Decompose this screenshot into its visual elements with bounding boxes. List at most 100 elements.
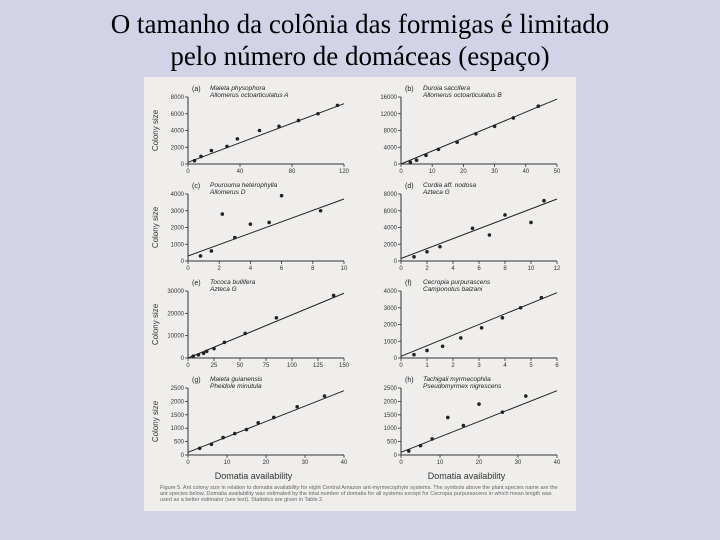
- ant-species: Azteca G: [422, 189, 450, 196]
- scatter-panel: 02000400060008000024681012(d)Cordia aff.…: [363, 180, 570, 275]
- x-axis-label-right: Domatia availability: [363, 471, 570, 481]
- y-axis-label: Colony size: [151, 303, 160, 345]
- svg-text:0: 0: [399, 363, 403, 369]
- svg-text:20: 20: [263, 460, 270, 466]
- svg-text:10: 10: [429, 169, 436, 175]
- svg-text:2500: 2500: [171, 386, 185, 392]
- svg-text:0: 0: [186, 266, 190, 272]
- svg-text:500: 500: [387, 439, 398, 445]
- figure-caption: Figure 5. Ant colony size in relation to…: [150, 481, 570, 505]
- svg-text:0: 0: [181, 453, 185, 459]
- panel-e: 01000020000300000255075100125150(e)Tococ…: [150, 277, 350, 372]
- panel-letter: (h): [405, 377, 414, 384]
- panel-g: 05001000150020002500010203040(g)Maieta g…: [150, 374, 350, 469]
- svg-text:2000: 2000: [384, 322, 398, 328]
- svg-text:20: 20: [476, 460, 483, 466]
- svg-text:1: 1: [425, 363, 429, 369]
- svg-text:6000: 6000: [384, 209, 398, 215]
- svg-text:4: 4: [503, 363, 507, 369]
- svg-text:2000: 2000: [171, 145, 185, 151]
- svg-text:10: 10: [528, 266, 535, 272]
- svg-text:20000: 20000: [167, 311, 184, 317]
- svg-text:1000: 1000: [171, 242, 185, 248]
- figure-container: 0200040006000800004080120(a)Maieta physo…: [144, 77, 576, 511]
- scatter-panel: 05001000150020002500010203040(h)Tachigal…: [363, 374, 570, 469]
- ant-species: Allomerus octoarticulatus A: [209, 92, 289, 99]
- svg-text:8000: 8000: [171, 95, 185, 101]
- panel-b: 040008000120001600001020304050(b)Duroia …: [363, 83, 563, 178]
- svg-text:0: 0: [394, 259, 398, 265]
- svg-text:2: 2: [425, 266, 429, 272]
- svg-text:30: 30: [302, 460, 309, 466]
- scatter-panel: 010002000300040000246810(c)Pourouma hete…: [150, 180, 357, 275]
- svg-text:3000: 3000: [384, 306, 398, 312]
- panel-letter: (e): [192, 280, 201, 287]
- svg-text:0: 0: [186, 363, 190, 369]
- svg-text:0: 0: [186, 460, 190, 466]
- ant-species: Allomerus octoarticulatus B: [422, 92, 502, 99]
- svg-text:50: 50: [237, 363, 244, 369]
- svg-text:8: 8: [503, 266, 507, 272]
- svg-text:100: 100: [287, 363, 298, 369]
- svg-text:4000: 4000: [171, 192, 185, 198]
- svg-text:0: 0: [399, 460, 403, 466]
- svg-text:25: 25: [211, 363, 218, 369]
- panel-letter: (d): [405, 183, 414, 190]
- plant-species: Duroia saccifera: [423, 85, 470, 92]
- svg-text:16000: 16000: [380, 95, 397, 101]
- svg-text:8000: 8000: [384, 192, 398, 198]
- plant-species: Pourouma heterophylla: [210, 182, 278, 189]
- title-line2: pelo número de domáceas (espaço): [170, 41, 549, 71]
- svg-text:0: 0: [399, 266, 403, 272]
- svg-text:1500: 1500: [384, 413, 398, 419]
- svg-text:8: 8: [311, 266, 315, 272]
- svg-text:6000: 6000: [171, 112, 185, 118]
- panel-letter: (b): [405, 86, 414, 93]
- svg-text:2000: 2000: [384, 242, 398, 248]
- svg-text:0: 0: [399, 169, 403, 175]
- svg-text:2000: 2000: [171, 225, 185, 231]
- svg-text:75: 75: [263, 363, 270, 369]
- svg-text:80: 80: [289, 169, 296, 175]
- svg-text:3000: 3000: [171, 209, 185, 215]
- y-axis-label: Colony size: [151, 206, 160, 248]
- plant-species: Tococa bullifera: [210, 279, 256, 286]
- svg-text:12: 12: [554, 266, 561, 272]
- panel-c: 010002000300040000246810(c)Pourouma hete…: [150, 180, 350, 275]
- plant-species: Cecropia purpurascens: [423, 279, 491, 286]
- svg-text:8000: 8000: [384, 128, 398, 134]
- x-axis-label-left: Domatia availability: [150, 471, 357, 481]
- svg-text:1000: 1000: [384, 339, 398, 345]
- svg-text:120: 120: [339, 169, 350, 175]
- ant-species: Allomerus D: [209, 189, 246, 196]
- scatter-panel: 05001000150020002500010203040(g)Maieta g…: [150, 374, 357, 469]
- svg-text:2000: 2000: [384, 399, 398, 405]
- ant-species: Pheidole minutula: [210, 383, 262, 390]
- slide-title: O tamanho da colônia das formigas é limi…: [0, 0, 720, 77]
- svg-text:6: 6: [280, 266, 284, 272]
- svg-text:4000: 4000: [384, 289, 398, 295]
- svg-text:4000: 4000: [384, 145, 398, 151]
- svg-text:6: 6: [477, 266, 481, 272]
- scatter-panel: 01000020000300000255075100125150(e)Tococ…: [150, 277, 357, 372]
- x-axis-labels-row: Domatia availability Domatia availabilit…: [150, 471, 570, 481]
- panel-a: 0200040006000800004080120(a)Maieta physo…: [150, 83, 350, 178]
- svg-text:3: 3: [477, 363, 481, 369]
- svg-text:6: 6: [555, 363, 559, 369]
- svg-text:4: 4: [249, 266, 253, 272]
- svg-text:10: 10: [437, 460, 444, 466]
- panel-letter: (f): [405, 280, 412, 287]
- svg-text:2: 2: [218, 266, 222, 272]
- svg-text:1500: 1500: [171, 413, 185, 419]
- svg-text:5: 5: [529, 363, 533, 369]
- svg-text:4: 4: [451, 266, 455, 272]
- svg-text:40: 40: [522, 169, 529, 175]
- plant-species: Maieta guianensis: [210, 376, 263, 383]
- svg-text:20: 20: [460, 169, 467, 175]
- svg-text:2000: 2000: [171, 399, 185, 405]
- svg-text:4000: 4000: [171, 128, 185, 134]
- svg-text:12000: 12000: [380, 112, 397, 118]
- panel-f: 010002000300040000123456(f)Cecropia purp…: [363, 277, 563, 372]
- plant-species: Cordia aff. nodosa: [423, 182, 477, 189]
- svg-text:30: 30: [515, 460, 522, 466]
